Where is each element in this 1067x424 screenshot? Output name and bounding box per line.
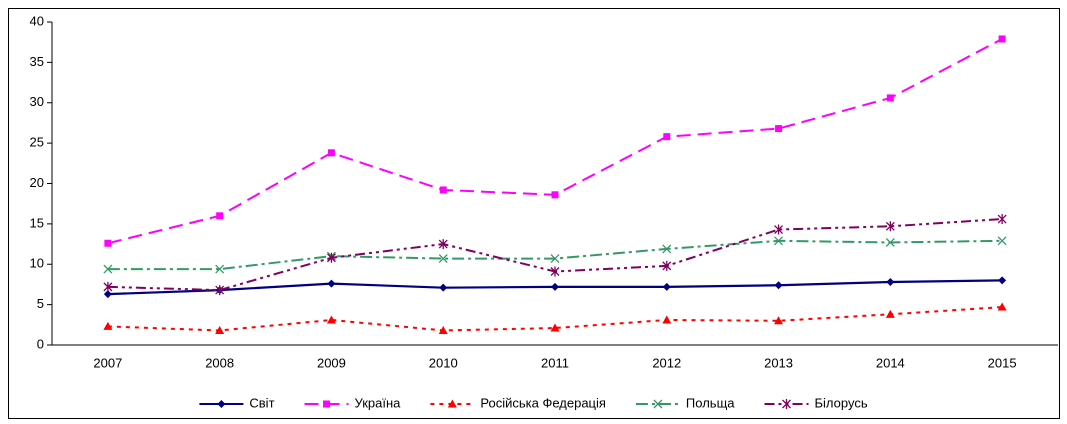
x-tick-label: 2012	[652, 355, 681, 370]
data-point	[439, 186, 447, 194]
legend-marker	[653, 399, 663, 409]
data-point	[997, 214, 1007, 225]
data-point	[326, 252, 336, 263]
data-point	[216, 212, 224, 220]
legend-label: Світ	[249, 395, 274, 410]
data-point	[774, 281, 783, 290]
legend-item: Російська Федерація	[430, 395, 606, 410]
y-tick-label: 5	[37, 296, 44, 311]
legend-label: Білорусь	[815, 395, 868, 410]
legend-item: Світ	[199, 395, 275, 410]
data-point	[327, 149, 335, 157]
legend-label: Польща	[686, 395, 735, 410]
data-point	[998, 35, 1006, 43]
x-tick-label: 2008	[205, 355, 234, 370]
data-point	[103, 281, 113, 292]
y-tick-label: 15	[30, 215, 44, 230]
data-point	[550, 254, 560, 264]
data-point	[886, 278, 895, 287]
data-point	[774, 236, 784, 246]
data-point	[215, 285, 225, 296]
legend-item: Білорусь	[764, 395, 868, 410]
data-point	[103, 290, 112, 299]
data-point	[663, 133, 671, 141]
x-tick-label: 2007	[93, 355, 122, 370]
data-point	[885, 237, 895, 247]
data-point	[104, 239, 112, 247]
data-point	[439, 283, 448, 292]
legend-marker	[217, 400, 226, 408]
data-point	[662, 282, 671, 291]
data-point	[886, 94, 894, 102]
y-tick-label: 10	[30, 256, 44, 271]
legend-marker	[782, 399, 791, 409]
legend-label: Російська Федерація	[480, 395, 606, 410]
legend-marker	[323, 400, 331, 408]
x-tick-label: 2013	[764, 355, 793, 370]
data-point	[438, 254, 448, 264]
data-point	[103, 321, 113, 330]
legend-item: Україна	[304, 395, 402, 410]
x-tick-label: 2011	[541, 355, 569, 370]
legend-label: Україна	[355, 395, 402, 410]
data-point	[774, 224, 784, 235]
x-tick-label: 2014	[876, 355, 905, 370]
y-tick-label: 20	[30, 175, 44, 190]
data-point	[998, 276, 1007, 285]
legend-item: Польща	[635, 395, 735, 410]
x-tick-label: 2010	[429, 355, 458, 370]
chart-frame	[8, 8, 1060, 419]
data-point	[550, 323, 560, 332]
data-point	[997, 302, 1007, 311]
data-point	[885, 221, 895, 232]
legend-marker	[447, 399, 457, 408]
y-tick-label: 30	[30, 94, 44, 109]
data-point	[775, 125, 783, 133]
data-point	[215, 264, 225, 274]
y-tick-label: 40	[30, 13, 44, 28]
data-point	[662, 315, 672, 324]
data-point	[662, 244, 672, 254]
x-tick-label: 2015	[988, 355, 1017, 370]
data-point	[103, 264, 113, 274]
data-point	[885, 309, 895, 318]
data-point	[551, 282, 559, 291]
data-point	[551, 191, 559, 199]
data-point	[438, 239, 448, 250]
data-point	[327, 279, 336, 288]
data-point	[438, 325, 448, 334]
y-tick-label: 0	[37, 336, 44, 351]
data-point	[662, 260, 672, 271]
data-point	[215, 325, 225, 334]
data-point	[326, 315, 336, 324]
y-tick-label: 25	[30, 135, 44, 150]
data-point	[550, 266, 560, 277]
y-tick-label: 35	[30, 54, 44, 69]
data-point	[997, 236, 1007, 246]
x-tick-label: 2009	[317, 355, 346, 370]
data-point	[774, 316, 784, 325]
